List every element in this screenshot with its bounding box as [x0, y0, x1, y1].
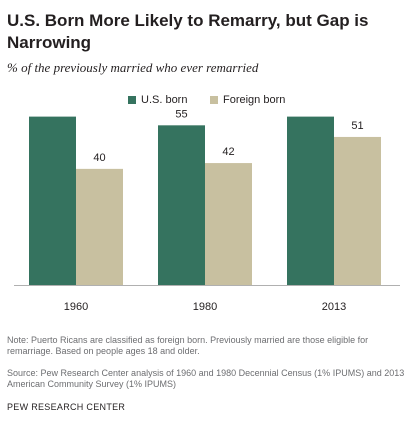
bar-us-born-2013 [287, 116, 334, 285]
data-label-foreign-born-1960: 40 [93, 152, 105, 164]
legend-swatch-us-born [128, 96, 136, 104]
data-label-us-born-1960: 58 [46, 110, 58, 112]
legend-label-us-born: U.S. born [141, 94, 188, 106]
legend-label-foreign-born: Foreign born [223, 94, 286, 106]
bar-foreign-born-2013 [334, 136, 381, 285]
legend-item-us-born: U.S. born [128, 94, 187, 106]
bar-chart: 58 40 1960 55 42 1980 58 51 2013 [14, 110, 400, 313]
chart-note: Note: Puerto Ricans are classified as fo… [7, 335, 369, 356]
bar-foreign-born-1980 [205, 163, 252, 285]
data-label-foreign-born-1980: 42 [222, 146, 234, 158]
bar-us-born-1980 [158, 125, 205, 286]
data-label-us-born-2013: 58 [304, 110, 316, 112]
legend-item-foreign-born: Foreign born [210, 94, 285, 106]
chart-subtitle: % of the previously married who ever rem… [7, 60, 259, 75]
data-label-us-born-1980: 55 [175, 110, 187, 120]
bar-foreign-born-1960 [76, 168, 123, 285]
org-credit: PEW RESEARCH CENTER [7, 402, 126, 412]
chart-title: U.S. Born More Likely to Remarry, but Ga… [7, 11, 369, 52]
legend-swatch-foreign-born [210, 96, 218, 104]
x-tick-label-1960: 1960 [64, 301, 88, 313]
chart-source: Source: Pew Research Center analysis of … [7, 368, 405, 389]
x-tick-label-1980: 1980 [193, 301, 217, 313]
bar-us-born-1960 [29, 116, 76, 285]
x-tick-label-2013: 2013 [322, 301, 346, 313]
data-label-foreign-born-2013: 51 [351, 120, 363, 132]
